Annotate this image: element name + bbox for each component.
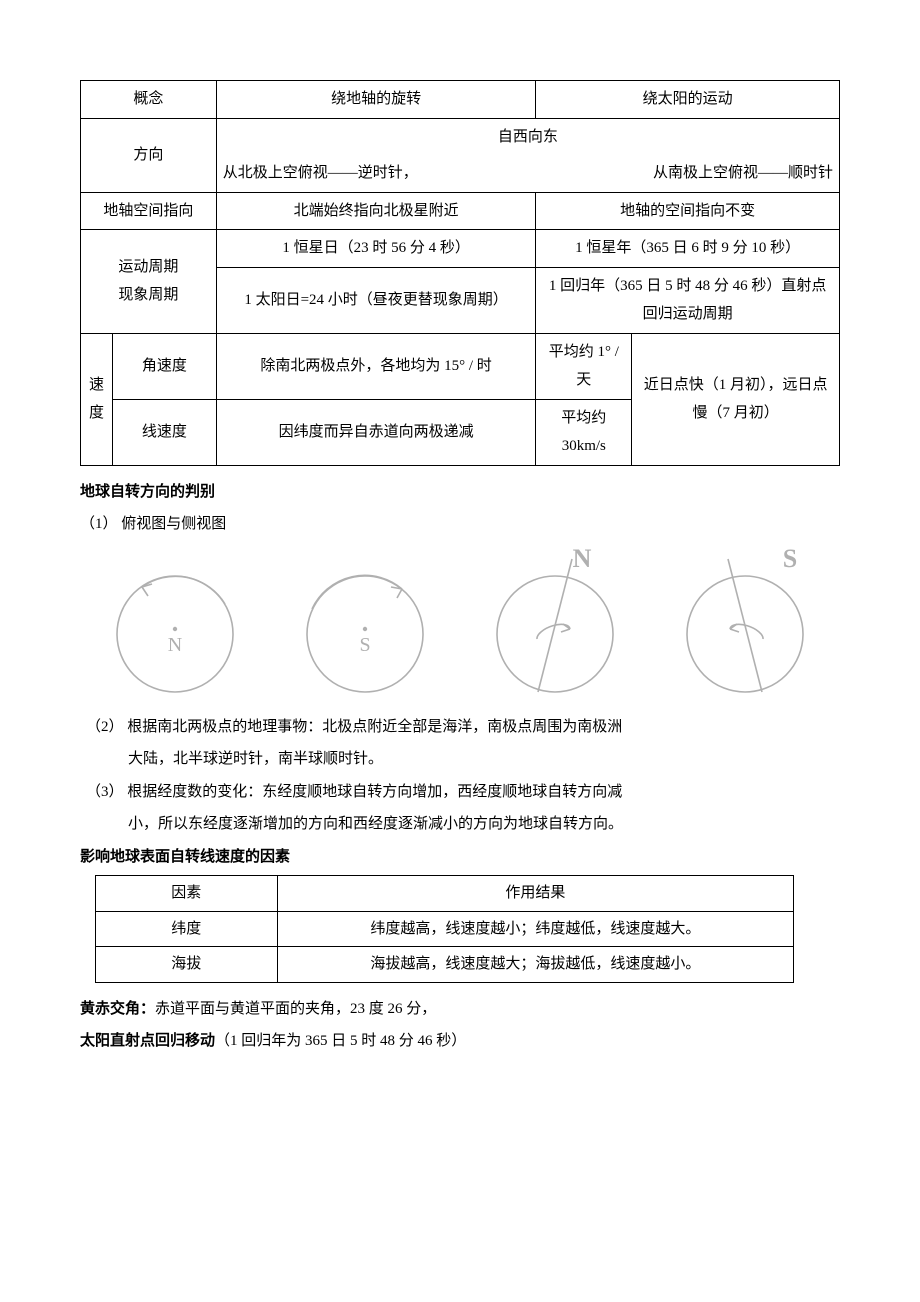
dot	[173, 626, 177, 630]
cell-period-b1: 1 恒星年（365 日 6 时 9 分 10 秒）	[536, 230, 840, 268]
arc	[142, 576, 225, 604]
factors-table: 因素 作用结果 纬度 纬度越高，线速度越小；纬度越低，线速度越大。 海拔 海拔越…	[95, 875, 794, 983]
arrow	[561, 624, 570, 632]
t2-r2c1: 海拔	[96, 947, 278, 983]
section2-title: 影响地球表面自转线速度的因素	[80, 843, 840, 872]
circle	[687, 576, 803, 692]
cell-lin: 线速度	[112, 399, 216, 465]
cell-concept-c2: 绕太阳的运动	[536, 81, 840, 119]
arrow	[730, 624, 739, 632]
cell-lin-v1: 因纬度而异自赤道向两极递减	[216, 399, 536, 465]
cell-period-a2: 1 太阳日=24 小时（昼夜更替现象周期）	[216, 267, 536, 333]
label-n: N	[573, 549, 592, 573]
label-s: S	[783, 549, 797, 573]
cell-speed-h: 速度	[81, 333, 113, 465]
cell-axis-c2: 地轴的空间指向不变	[536, 192, 840, 230]
diagram-side-s: S	[660, 549, 830, 699]
diagram-side-n: N	[470, 549, 640, 699]
t2-r2c2: 海拔越高，线速度越大；海拔越低，线速度越小。	[277, 947, 794, 983]
dot	[363, 626, 367, 630]
arrow	[391, 587, 402, 598]
cell-concept-h: 概念	[81, 81, 217, 119]
section1-item2a: （2） 根据南北两极点的地理事物：北极点附近全部是海洋，南极点周围为南极洲	[80, 713, 840, 742]
cell-ang-v2: 平均约 1° /天	[536, 333, 632, 399]
cell-period-a1: 1 恒星日（23 时 56 分 4 秒）	[216, 230, 536, 268]
period-h2: 现象周期	[118, 287, 178, 303]
rotation-diagrams: N S N S	[80, 549, 840, 699]
cell-concept-c1: 绕地轴的旋转	[216, 81, 536, 119]
period-h1: 运动周期	[118, 259, 178, 275]
arrow	[142, 584, 152, 596]
cell-ang: 角速度	[112, 333, 216, 399]
label-n: N	[168, 634, 182, 656]
section1-item1: （1） 俯视图与侧视图	[80, 510, 840, 539]
t2-h1: 因素	[96, 876, 278, 912]
cell-lin-v2: 平均约 30km/s	[536, 399, 632, 465]
diagram-north-top: N	[90, 549, 260, 699]
cell-axis-c1: 北端始终指向北极星附近	[216, 192, 536, 230]
circle	[497, 576, 613, 692]
section1-item3b: 小，所以东经度逐渐增加的方向和西经度逐渐减小的方向为地球自转方向。	[80, 810, 840, 839]
cell-dir-br: 从南极上空俯视——顺时针	[536, 155, 840, 192]
label-s: S	[359, 634, 370, 656]
section1-item3a: （3） 根据经度数的变化：东经度顺地球自转方向增加，西经度顺地球自转方向减	[80, 778, 840, 807]
footer-line1-t: 赤道平面与黄道平面的夹角，23 度 26 分，	[155, 1001, 436, 1017]
t2-r1c2: 纬度越高，线速度越小；纬度越低，线速度越大。	[277, 911, 794, 947]
footer-line1-b: 黄赤交角：	[80, 1001, 155, 1017]
cell-dir-bl: 从北极上空俯视——逆时针，	[216, 155, 536, 192]
footer-line1: 黄赤交角：赤道平面与黄道平面的夹角，23 度 26 分，	[80, 995, 840, 1024]
cell-ang-v1: 除南北两极点外，各地均为 15° / 时	[216, 333, 536, 399]
cell-period-b2: 1 回归年（365 日 5 时 48 分 46 秒）直射点回归运动周期	[536, 267, 840, 333]
diagram-south-top: S	[280, 549, 450, 699]
footer-line2-t: （1 回归年为 365 日 5 时 48 分 46 秒）	[215, 1033, 466, 1049]
cell-axis-h: 地轴空间指向	[81, 192, 217, 230]
t2-h2: 作用结果	[277, 876, 794, 912]
cell-speed-right: 近日点快（1 月初），远日点慢（7 月初）	[632, 333, 840, 465]
t2-r1c1: 纬度	[96, 911, 278, 947]
cell-period-h: 运动周期 现象周期	[81, 230, 217, 334]
footer-line2-b: 太阳直射点回归移动	[80, 1033, 215, 1049]
comparison-table: 概念 绕地轴的旋转 绕太阳的运动 方向 自西向东 从北极上空俯视——逆时针， 从…	[80, 80, 840, 466]
section1-title: 地球自转方向的判别	[80, 478, 840, 507]
section1-item2b: 大陆，北半球逆时针，南半球顺时针。	[80, 745, 840, 774]
cell-dir-h: 方向	[81, 118, 217, 192]
footer-line2: 太阳直射点回归移动（1 回归年为 365 日 5 时 48 分 46 秒）	[80, 1027, 840, 1056]
cell-dir-top: 自西向东	[216, 118, 839, 155]
